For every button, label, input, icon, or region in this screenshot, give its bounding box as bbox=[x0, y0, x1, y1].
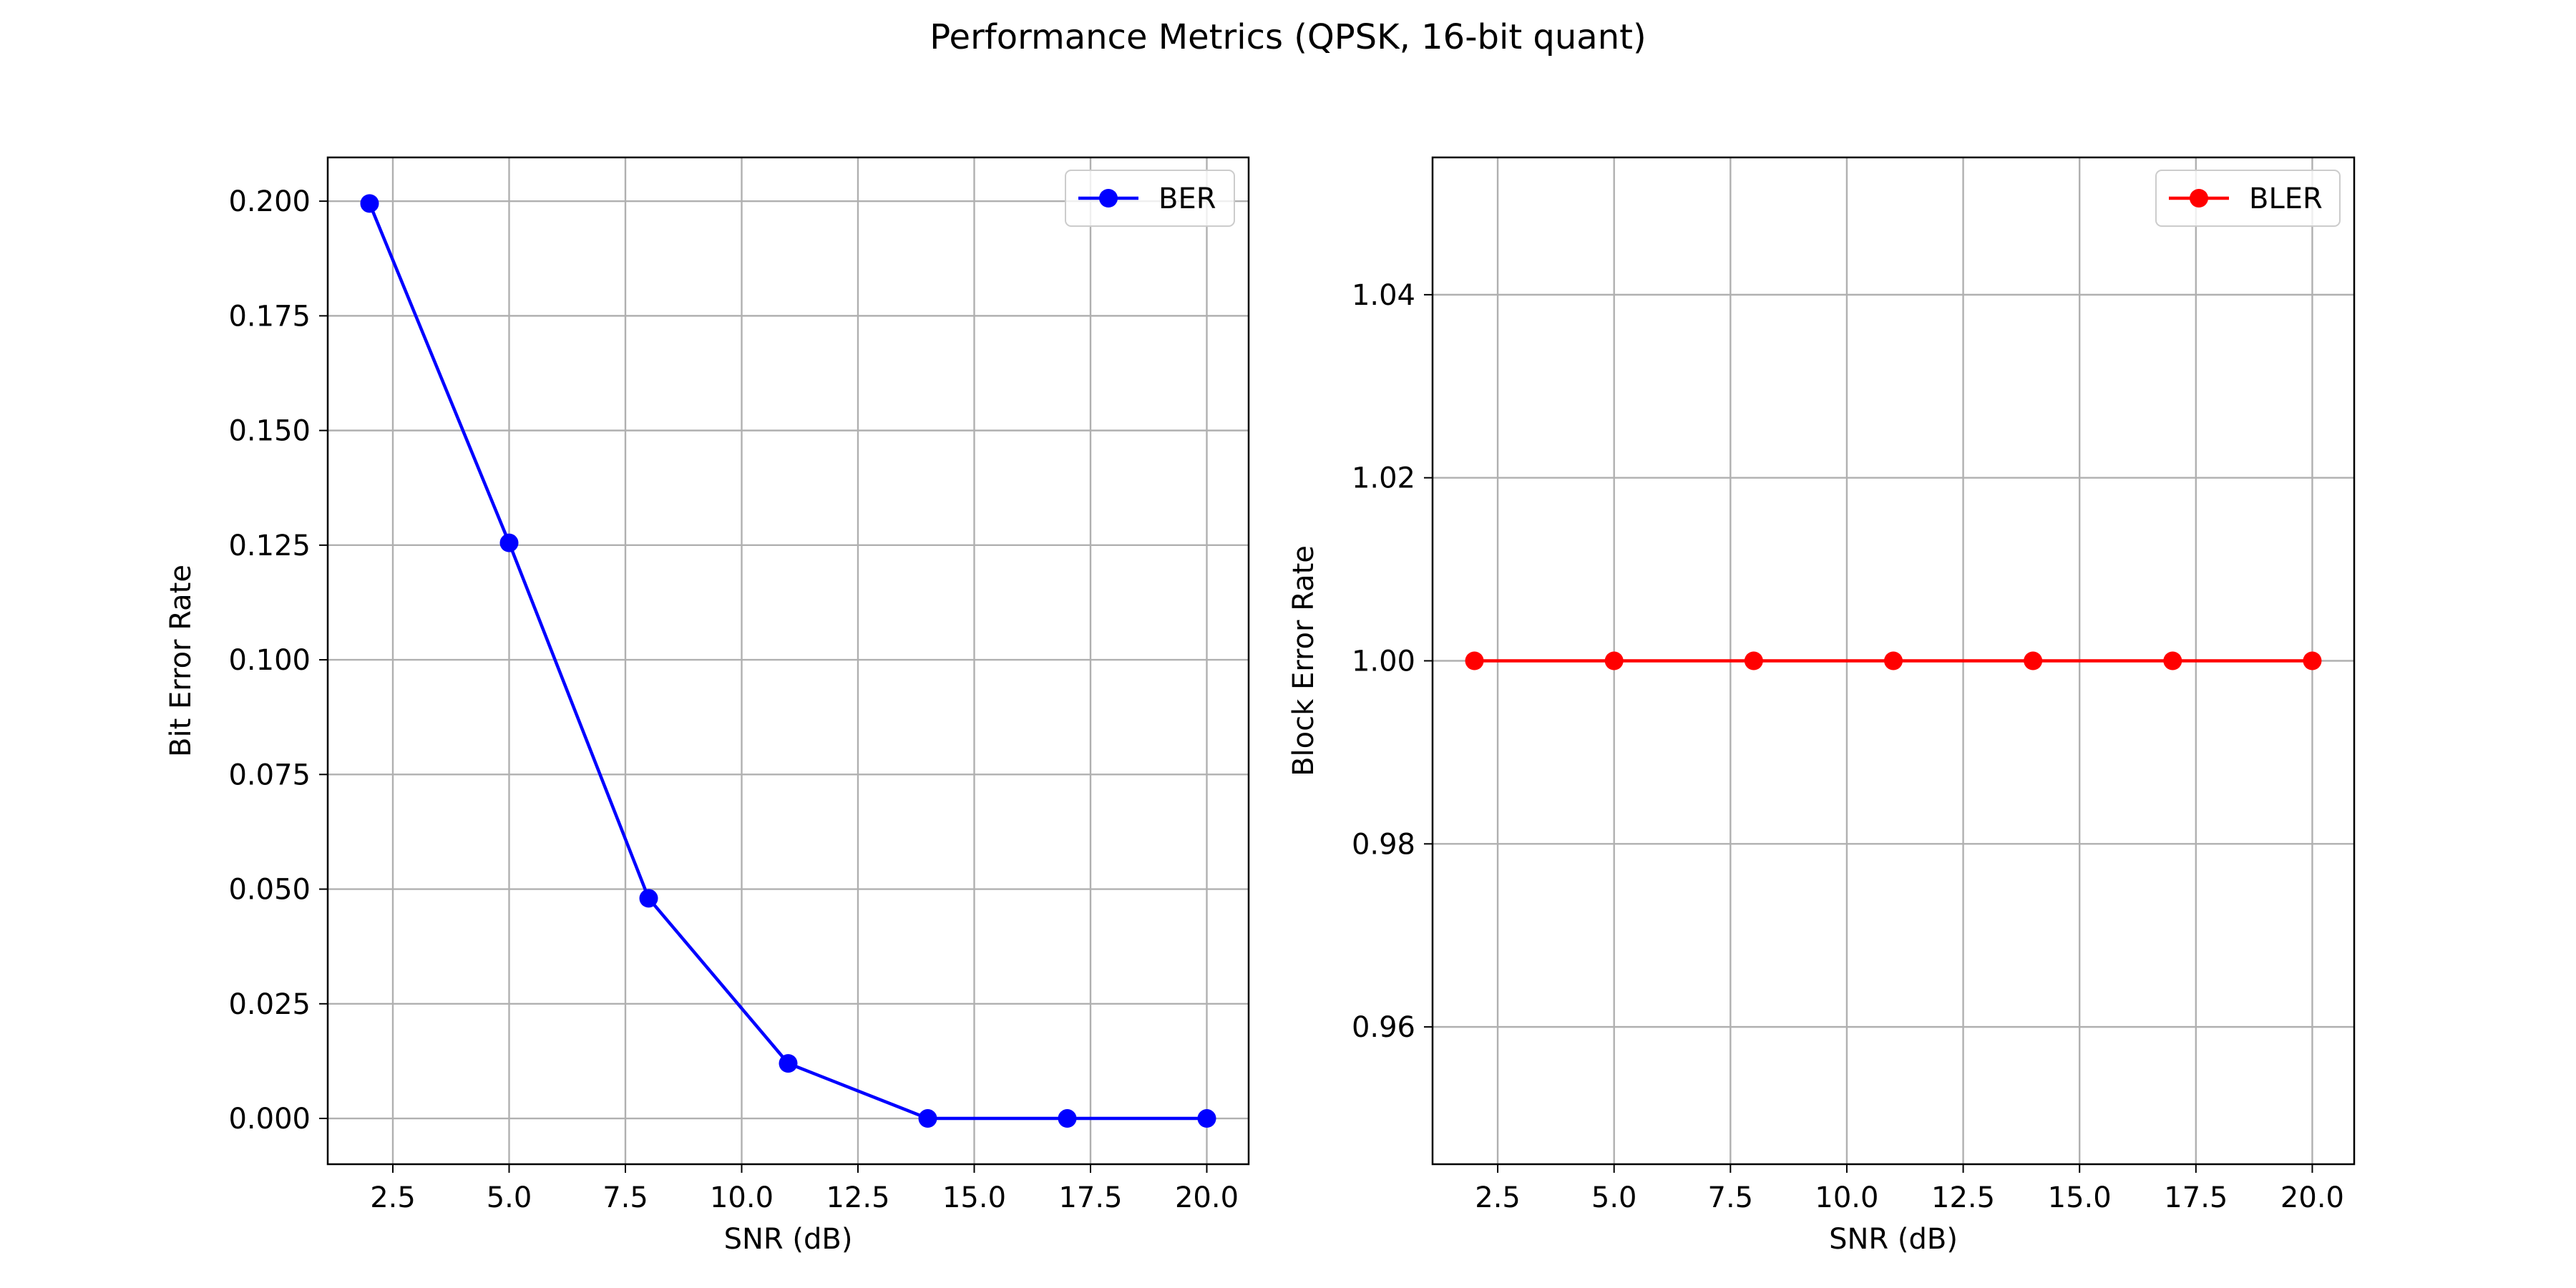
ber-y-tick-label: 0.150 bbox=[228, 415, 311, 448]
bler-data-point bbox=[1744, 651, 1763, 670]
ber-y-tick-label: 0.000 bbox=[228, 1103, 311, 1136]
ber-legend: BER bbox=[1065, 170, 1235, 227]
bler-axes-frame bbox=[1431, 156, 2356, 1166]
bler-y-axis-label: Block Error Rate bbox=[1287, 545, 1320, 776]
bler-x-tick-label: 2.5 bbox=[1475, 1181, 1521, 1214]
bler-legend-label: BLER bbox=[2249, 182, 2323, 215]
ber-x-axis-label: SNR (dB) bbox=[724, 1223, 853, 1256]
bler-x-tick-label: 5.0 bbox=[1591, 1181, 1637, 1214]
ber-y-tick-label: 0.050 bbox=[228, 874, 311, 907]
ber-legend-label: BER bbox=[1158, 182, 1216, 215]
bler-x-tick-label: 7.5 bbox=[1708, 1181, 1754, 1214]
bler-x-tick-label: 12.5 bbox=[1931, 1181, 1995, 1214]
bler-data-point bbox=[1604, 651, 1624, 670]
bler-x-axis-label: SNR (dB) bbox=[1829, 1223, 1958, 1256]
ber-data-point bbox=[1197, 1109, 1216, 1128]
ber-axes-frame bbox=[326, 156, 1250, 1166]
figure-title: Performance Metrics (QPSK, 16-bit quant) bbox=[930, 17, 1646, 57]
bler-x-tick-label: 15.0 bbox=[2048, 1181, 2112, 1214]
ber-y-tick-label: 0.025 bbox=[228, 988, 311, 1021]
bler-legend-marker bbox=[2190, 189, 2208, 208]
ber-y-tick-label: 0.100 bbox=[228, 644, 311, 677]
ber-x-tick-label: 10.0 bbox=[710, 1181, 774, 1214]
ber-data-point bbox=[779, 1054, 798, 1073]
ber-legend-frame bbox=[1065, 170, 1235, 227]
ber-y-tick-label: 0.200 bbox=[228, 185, 311, 218]
ber-x-tick-label: 2.5 bbox=[370, 1181, 416, 1214]
ber-x-tick-label: 20.0 bbox=[1175, 1181, 1239, 1214]
ber-x-tick-label: 7.5 bbox=[602, 1181, 648, 1214]
bler-data-point bbox=[1465, 651, 1484, 670]
bler-y-tick-label: 1.02 bbox=[1352, 462, 1415, 495]
bler-data-point bbox=[1884, 651, 1903, 670]
bler-legend: BLER bbox=[2155, 170, 2341, 227]
ber-y-tick-label: 0.075 bbox=[228, 758, 311, 791]
bler-data-point bbox=[2024, 651, 2043, 670]
ber-y-tick-label: 0.125 bbox=[228, 530, 311, 562]
ber-data-point bbox=[499, 533, 519, 552]
bler-x-tick-label: 20.0 bbox=[2280, 1181, 2344, 1214]
ber-data-point bbox=[1058, 1109, 1077, 1128]
ber-legend-marker bbox=[1099, 189, 1118, 208]
ber-y-tick-label: 0.175 bbox=[228, 300, 311, 333]
ber-y-axis-label: Bit Error Rate bbox=[165, 565, 197, 757]
ber-subplot: 2.5 5.0 7.5 10.0 12.5 15.0 17.5 20.0 0.000 0.025 0… bbox=[165, 156, 1250, 1256]
ber-data-point bbox=[918, 1109, 937, 1128]
bler-subplot: 2.5 5.0 7.5 10.0 12.5 15.0 17.5 20.0 0.96 0.98 1.0… bbox=[1287, 156, 2356, 1256]
bler-y-tick-label: 1.00 bbox=[1352, 645, 1415, 678]
bler-y-tick-label: 0.98 bbox=[1352, 828, 1415, 861]
ber-x-tick-label: 17.5 bbox=[1058, 1181, 1122, 1214]
bler-y-tick-label: 0.96 bbox=[1352, 1011, 1415, 1044]
bler-x-tick-label: 17.5 bbox=[2164, 1181, 2228, 1214]
bler-data-point bbox=[2303, 651, 2322, 670]
ber-x-tick-label: 15.0 bbox=[942, 1181, 1006, 1214]
bler-y-tick-label: 1.04 bbox=[1352, 279, 1415, 312]
ber-x-tick-label: 5.0 bbox=[487, 1181, 532, 1214]
bler-data-point bbox=[2163, 651, 2182, 670]
bler-legend-frame bbox=[2155, 170, 2341, 227]
ber-data-point bbox=[639, 889, 658, 908]
ber-x-tick-label: 12.5 bbox=[826, 1181, 889, 1214]
ber-data-point bbox=[360, 194, 379, 213]
bler-x-tick-label: 10.0 bbox=[1815, 1181, 1878, 1214]
